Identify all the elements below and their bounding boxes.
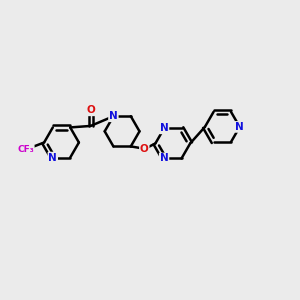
Text: N: N [160,123,169,133]
Text: N: N [160,154,169,164]
Text: N: N [235,122,244,132]
Text: N: N [109,111,118,121]
Text: O: O [140,144,149,154]
Text: O: O [86,105,95,115]
Text: CF₃: CF₃ [17,146,34,154]
Text: N: N [48,153,57,163]
